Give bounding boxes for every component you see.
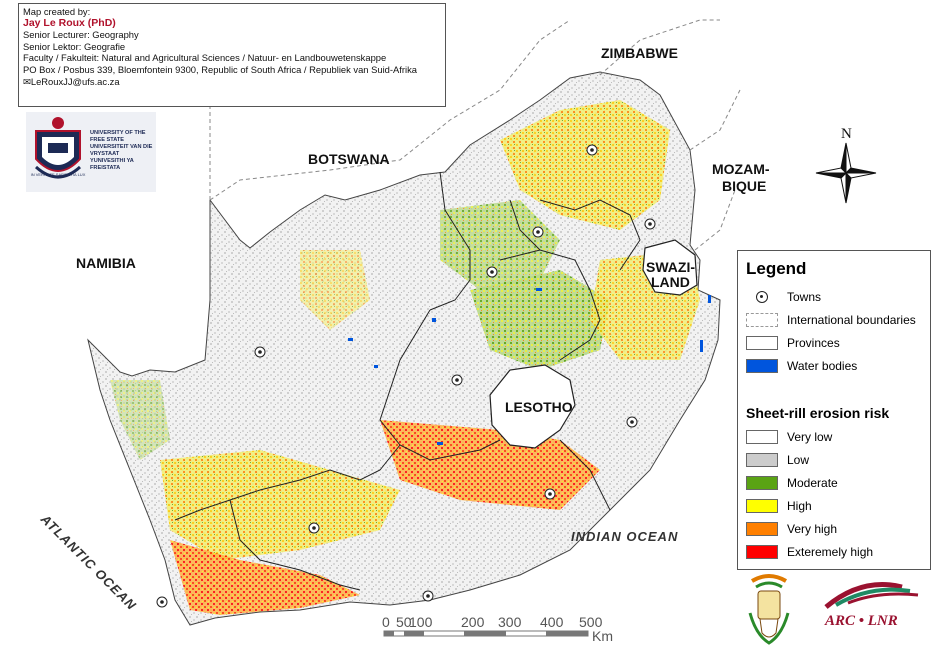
label-mozambique-1: MOZAM-: [712, 161, 770, 177]
credits-heading: Map created by:: [23, 6, 91, 17]
scale-tick-label: 0: [382, 614, 390, 630]
legend-item-water: Water bodies: [746, 358, 857, 374]
legend-item-label: Provinces: [787, 336, 840, 350]
label-zimbabwe: ZIMBABWE: [601, 45, 678, 61]
legend-risk-label: Exteremely high: [787, 545, 874, 559]
legend-box: Legend Towns International boundaries Prov…: [737, 250, 931, 570]
legend-risk-swatch: [746, 522, 778, 536]
label-namibia: NAMIBIA: [76, 255, 136, 271]
town-symbol-icon: [746, 290, 778, 304]
label-botswana: BOTSWANA: [308, 151, 390, 167]
legend-item-label: Towns: [787, 290, 822, 304]
scale-labels: 0 50 100 200 300 400 500: [380, 614, 620, 630]
arc-logo-text: ARC • LNR: [825, 613, 898, 629]
legend-swatch-intl: [746, 313, 778, 327]
lesotho-shape: [489, 364, 576, 449]
scale-tick-label: 200: [461, 614, 485, 630]
legend-risk-label: Low: [787, 453, 810, 467]
label-lesotho: LESOTHO: [505, 399, 573, 415]
legend-risk-swatch: [746, 453, 778, 467]
ufs-motto: IN VERITATE SAPIENTIA LUX: [31, 172, 86, 177]
risk-patch-western-cape: [170, 540, 360, 615]
risk-patch-eastern-cape: [380, 420, 600, 510]
north-arrow: N: [815, 126, 877, 204]
legend-risk-label: Very high: [787, 522, 838, 536]
scale-tick-label: 400: [540, 614, 564, 630]
credits-title-af: Senior Lektor: Geografie: [23, 40, 126, 52]
risk-patch-freestate-north: [470, 270, 610, 370]
legend-item-label: Water bodies: [787, 359, 858, 373]
label-swaziland-2: LAND: [651, 274, 690, 290]
credits-author: Jay Le Roux (PhD): [23, 16, 116, 29]
legend-item-label: International boundaries: [787, 313, 916, 327]
legend-risk-class: Low: [746, 452, 809, 468]
credits-faculty: Faculty / Fakulteit: Natural and Agricul…: [23, 52, 387, 64]
legend-risk-swatch: [746, 430, 778, 444]
risk-patch-limpopo: [500, 100, 670, 230]
risk-patch-northern-cape: [300, 250, 370, 330]
legend-swatch-water: [746, 359, 778, 373]
scale-bar: [383, 630, 589, 637]
coat-of-arms-icon: [748, 574, 790, 645]
label-mozambique-2: BIQUE: [722, 178, 766, 194]
legend-risk-class: Exteremely high: [746, 544, 873, 560]
north-label: N: [841, 126, 852, 142]
province-boundaries: [174, 171, 641, 591]
legend-swatch-province: [746, 336, 778, 350]
legend-item-town: Towns: [746, 289, 821, 305]
credits-address: PO Box / Posbus 339, Bloemfontein 9300, …: [23, 63, 417, 75]
arc-logo-icon: [824, 582, 919, 609]
towns: [156, 144, 656, 608]
legend-risk-label: Moderate: [787, 476, 838, 490]
scale-tick-label: 500: [579, 614, 603, 630]
ufs-name: UNIVERSITY OF THE FREE STATE UNIVERSITEI…: [90, 130, 153, 171]
legend-risk-title: Sheet-rill erosion risk: [746, 405, 890, 421]
legend-risk-class: Moderate: [746, 475, 838, 491]
legend-risk-class: High: [746, 498, 812, 514]
scale-tick-label: 50: [396, 614, 412, 630]
legend-risk-swatch: [746, 545, 778, 559]
ufs-logo: IN VERITATE SAPIENTIA LUX UNIVERSITY OF …: [26, 112, 156, 192]
legend-risk-swatch: [746, 476, 778, 490]
credits-box: Map created by: Jay Le Roux (PhD) Senior…: [18, 3, 446, 107]
legend-item-province: Provinces: [746, 335, 840, 351]
legend-item-intl: International boundaries: [746, 312, 916, 328]
credits-email[interactable]: ✉LeRouxJJ@ufs.ac.za: [23, 75, 120, 87]
swaziland-shape: [642, 239, 698, 296]
legend-risk-swatch: [746, 499, 778, 513]
ufs-crest-icon: IN VERITATE SAPIENTIA LUX: [31, 117, 86, 179]
scale-tick-label: 100: [409, 614, 433, 630]
legend-risk-label: Very low: [787, 430, 833, 444]
scale-unit: Km: [592, 628, 613, 644]
label-swaziland-1: SWAZI-: [646, 259, 695, 275]
scale-tick-label: 300: [498, 614, 522, 630]
risk-patch-namaqualand: [110, 380, 170, 460]
risk-patch-karoo: [160, 450, 400, 560]
credits-title-en: Senior Lecturer: Geography: [23, 29, 139, 41]
legend-risk-class: Very high: [746, 521, 837, 537]
label-indian-ocean: INDIAN OCEAN: [571, 529, 678, 544]
label-atlantic-ocean: ATLANTIC OCEAN: [37, 511, 139, 613]
legend-risk-class: Very low: [746, 429, 832, 445]
water-bodies: [348, 288, 711, 445]
legend-title: Legend: [746, 259, 807, 278]
legend-risk-label: High: [787, 499, 812, 513]
